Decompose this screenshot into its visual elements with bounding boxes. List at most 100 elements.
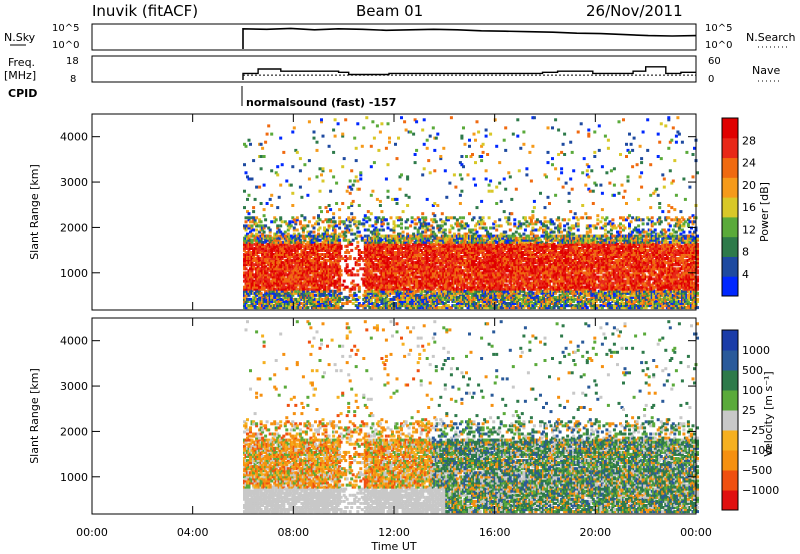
power-cell xyxy=(494,118,497,121)
power-cell xyxy=(252,229,255,232)
power-cell xyxy=(350,243,353,246)
power-cell xyxy=(362,126,365,129)
power-cell xyxy=(252,159,255,162)
power-cell xyxy=(254,198,257,201)
cpid-label: CPID xyxy=(8,87,37,100)
power-cell xyxy=(328,145,331,148)
power-cell xyxy=(353,284,356,287)
power-cell xyxy=(448,235,451,238)
power-cell xyxy=(270,169,273,172)
power-cell xyxy=(353,137,356,140)
power-cell xyxy=(335,202,338,205)
power-cell xyxy=(338,227,341,230)
power-cell xyxy=(251,224,254,227)
power-cell xyxy=(400,173,403,176)
power-cell xyxy=(396,202,399,205)
power-cell xyxy=(364,235,367,238)
power-cell xyxy=(276,224,279,227)
power-cell xyxy=(275,218,278,221)
power-cell xyxy=(408,196,411,199)
power-cell xyxy=(338,239,341,242)
power-cell xyxy=(409,131,412,134)
power-cell xyxy=(313,131,316,134)
power-cell xyxy=(355,294,358,297)
power-cell xyxy=(261,147,264,150)
power-cell xyxy=(376,229,379,232)
power-cell xyxy=(332,212,335,215)
power-cell xyxy=(258,186,261,189)
power-cell xyxy=(465,155,468,158)
power-cell xyxy=(459,194,462,197)
power-cell xyxy=(299,186,302,189)
power-cell xyxy=(358,231,361,234)
power-cell xyxy=(448,229,451,232)
power-cell xyxy=(485,169,488,172)
power-cell xyxy=(319,218,322,221)
power-cell xyxy=(267,124,270,127)
power-cell xyxy=(435,220,438,223)
power-cell xyxy=(486,153,489,156)
power-cell xyxy=(320,210,323,213)
power-cell xyxy=(426,139,429,142)
power-cell xyxy=(460,224,463,227)
power-cell xyxy=(480,155,483,158)
power-cell xyxy=(412,133,415,136)
power-cell xyxy=(460,178,463,181)
power-cell xyxy=(423,167,426,170)
power-cell xyxy=(337,122,340,125)
power-cell xyxy=(380,210,383,213)
nsky-panel-frame xyxy=(92,24,696,50)
power-cell xyxy=(467,173,470,176)
power-cell xyxy=(451,227,454,230)
nsky-label: N.Sky xyxy=(4,31,36,44)
power-cell xyxy=(264,141,267,144)
power-cell xyxy=(391,198,394,201)
power-cell xyxy=(377,216,380,219)
power-cell xyxy=(387,227,390,230)
power-cell xyxy=(424,222,427,225)
power-cell xyxy=(460,135,463,138)
power-cell xyxy=(482,235,485,238)
power-cell xyxy=(309,231,312,234)
power-cell xyxy=(400,116,403,119)
power-cell xyxy=(474,263,477,266)
power-cell xyxy=(433,169,436,172)
power-cell xyxy=(494,220,497,223)
power-cell xyxy=(388,141,391,144)
power-cell xyxy=(296,216,299,219)
power-cell xyxy=(248,194,251,197)
power-cell xyxy=(482,216,485,219)
nsearch-label: N.Search xyxy=(746,31,796,44)
power-cell xyxy=(421,212,424,215)
power-cell xyxy=(288,220,291,223)
power-cell xyxy=(350,229,353,232)
power-cell xyxy=(491,190,494,193)
power-cell xyxy=(349,255,352,258)
power-cell xyxy=(248,224,251,227)
power-cell xyxy=(260,167,263,170)
power-cell xyxy=(495,224,498,227)
power-cell xyxy=(334,118,337,121)
power-cell xyxy=(349,224,352,227)
power-cell xyxy=(335,224,338,227)
power-cell xyxy=(299,169,302,172)
power-cell xyxy=(456,218,459,221)
power-cell xyxy=(460,220,463,223)
power-cell xyxy=(293,126,296,129)
power-cell xyxy=(328,204,331,207)
power-cell xyxy=(445,196,448,199)
power-cell xyxy=(260,155,263,158)
power-cell xyxy=(432,227,435,230)
power-cell xyxy=(347,251,350,254)
power-cell xyxy=(400,227,403,230)
power-cell xyxy=(377,233,380,236)
power-cell xyxy=(279,137,282,140)
power-cell xyxy=(270,194,273,197)
power-cell xyxy=(245,220,248,223)
power-cell xyxy=(341,257,344,260)
power-cell xyxy=(270,220,273,223)
power-cell xyxy=(482,151,485,154)
power-cell xyxy=(441,224,444,227)
power-cell xyxy=(296,151,299,154)
power-cell xyxy=(279,216,282,219)
